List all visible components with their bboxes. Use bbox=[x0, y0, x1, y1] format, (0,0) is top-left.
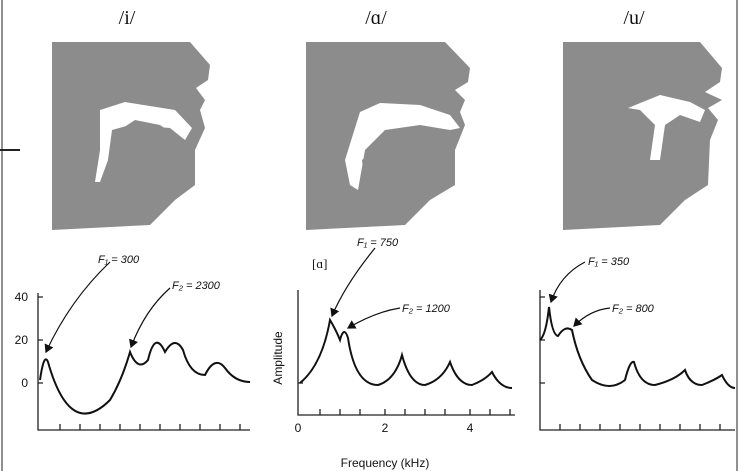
formant-label: F₁ = 350 bbox=[588, 256, 630, 268]
formant-label: F₂ = 1200 bbox=[402, 303, 451, 315]
tick-marks bbox=[540, 296, 721, 430]
y-tick-label: 40 bbox=[15, 290, 29, 304]
x-tick-label: 2 bbox=[382, 421, 389, 435]
arrow bbox=[330, 247, 376, 318]
y-tick-label: 0 bbox=[21, 376, 28, 390]
spectrum bbox=[539, 306, 736, 389]
panel-title: /ɑ/ bbox=[365, 7, 387, 29]
arrow bbox=[129, 287, 171, 349]
x-tick-label: 0 bbox=[295, 421, 302, 435]
vocal-tract-a bbox=[306, 42, 470, 230]
y-tick-label: 20 bbox=[15, 333, 29, 347]
formant-label: F₁ = 300 bbox=[98, 254, 140, 266]
x-tick-label: 4 bbox=[467, 421, 474, 435]
y-axis-label: Amplitude bbox=[271, 331, 285, 385]
formant-label: F₂ = 800 bbox=[612, 303, 655, 315]
panel-title: /i/ bbox=[119, 7, 136, 29]
spectrum bbox=[299, 317, 513, 389]
formant-label: F₁ = 750 bbox=[357, 237, 399, 249]
axis bbox=[37, 293, 250, 431]
phone-tag: [ɑ] bbox=[312, 256, 327, 271]
arrow bbox=[573, 307, 611, 327]
arrow bbox=[548, 261, 586, 304]
panel-title: /u/ bbox=[623, 7, 645, 29]
axis bbox=[297, 290, 515, 416]
spectrum bbox=[39, 341, 251, 415]
vocal-tract-u bbox=[563, 42, 722, 230]
formant-label: F₂ = 2300 bbox=[172, 280, 221, 292]
arrow bbox=[44, 261, 111, 354]
arrow bbox=[346, 307, 401, 329]
tick-marks bbox=[298, 382, 511, 415]
x-axis-label: Frequency (kHz) bbox=[341, 456, 430, 470]
axis bbox=[539, 290, 735, 431]
vocal-tract-i bbox=[52, 42, 210, 230]
tick-marks bbox=[38, 296, 241, 430]
